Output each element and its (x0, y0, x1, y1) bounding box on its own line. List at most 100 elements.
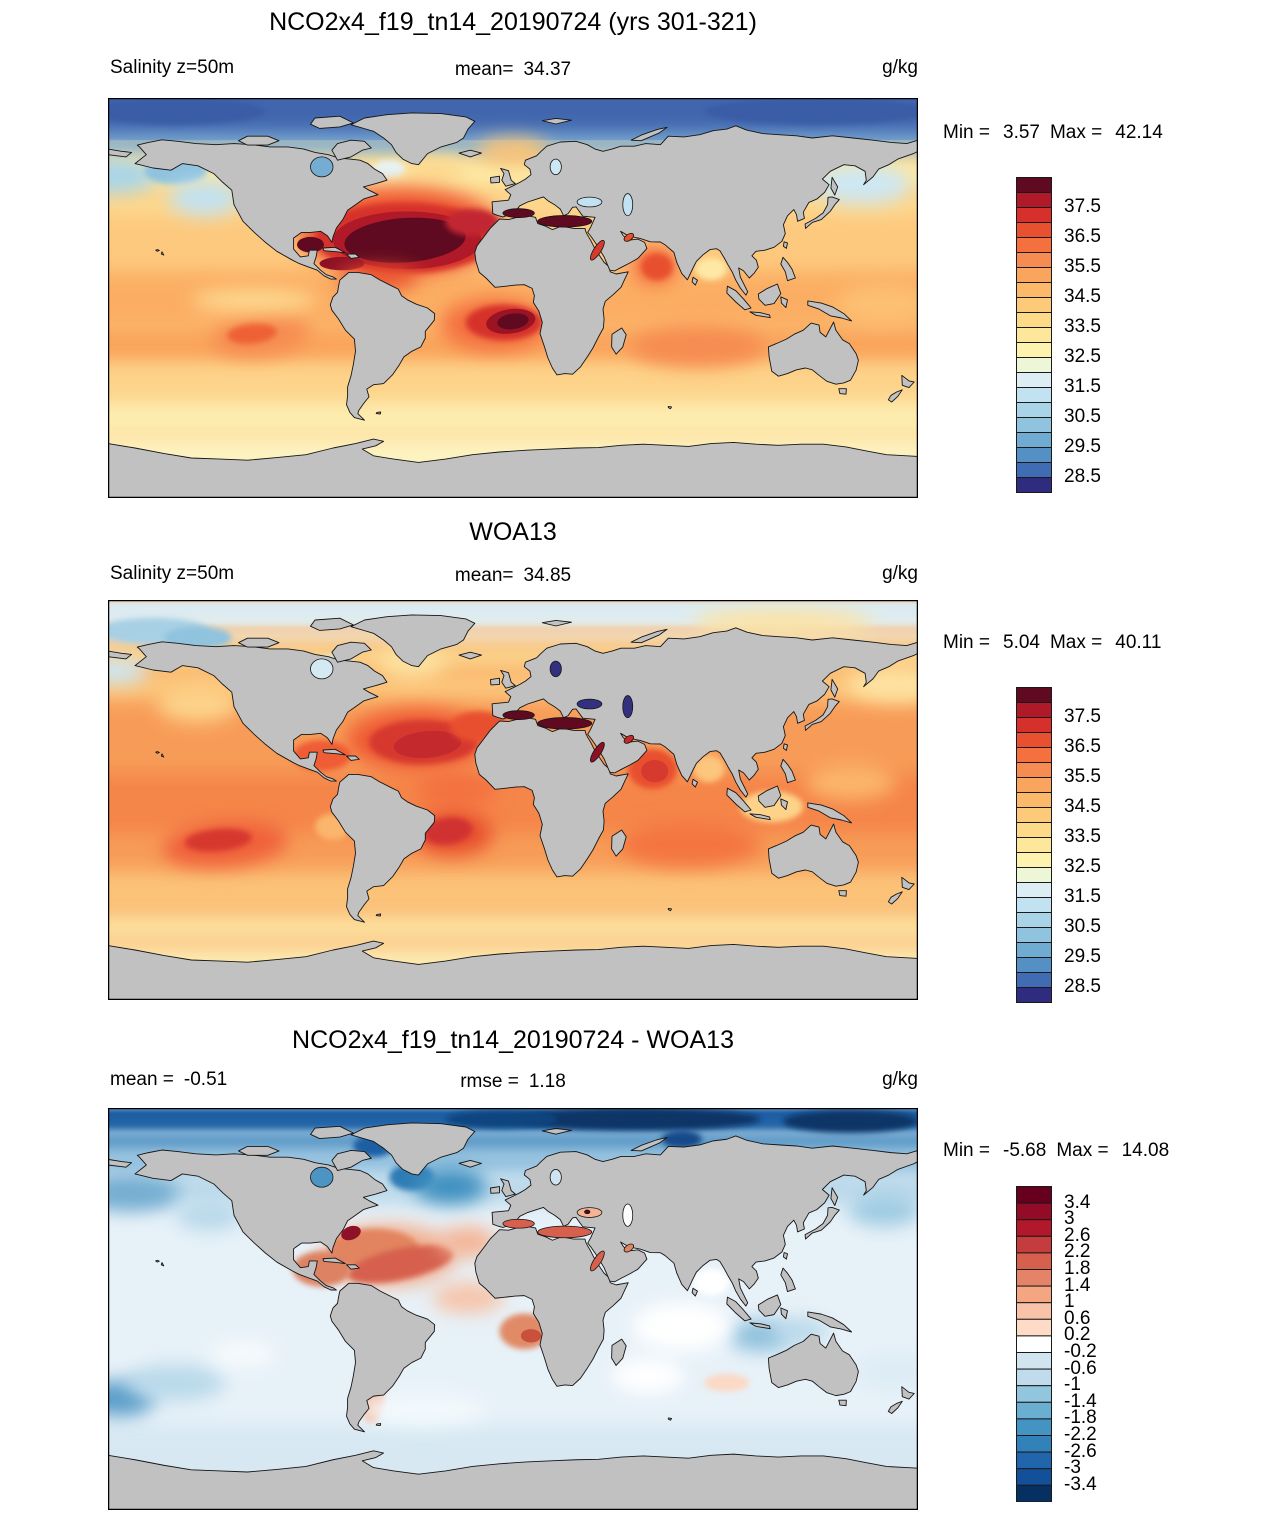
colorbar-cell (1016, 942, 1052, 958)
ocean-feature-blob (632, 1302, 732, 1352)
land-shape (691, 276, 698, 286)
land-shape (901, 876, 915, 891)
panel-diff-units: g/kg (882, 1069, 918, 1090)
land-shape (611, 829, 627, 857)
colorbar-cell (1016, 222, 1052, 238)
colorbar-cell (1016, 297, 1052, 313)
land-shape (667, 1417, 673, 1421)
panel-model-units: g/kg (882, 57, 918, 78)
land-shape (322, 246, 346, 254)
land-shape (108, 148, 133, 158)
colorbar-tick-label: 28.5 (1064, 466, 1101, 487)
panel-woa13-minmax: Min = 5.04 Max = 40.11 (943, 632, 1162, 653)
colorbar-tick-label: 0.2 (1064, 1324, 1091, 1346)
land-shape (500, 167, 516, 187)
ocean-feature-blob (344, 217, 466, 263)
land-shape (807, 300, 853, 322)
land-shape (726, 1296, 752, 1322)
ocean-feature-blob (393, 730, 462, 759)
ocean-feature-blob (641, 253, 673, 281)
land-shape (155, 1259, 160, 1263)
colorbar-tick-label: 33.5 (1064, 316, 1101, 337)
colorbar-cell (1016, 717, 1052, 733)
land-shape (767, 1332, 859, 1397)
colorbar-cell (1016, 1435, 1052, 1453)
colorbar-tick-label: 35.5 (1064, 256, 1101, 277)
colorbar-tick-label: -1.4 (1064, 1390, 1097, 1412)
panel-diff-title: NCO2x4_f19_tn14_20190724 - WOA13 (292, 1026, 734, 1054)
inland-sea (576, 196, 603, 208)
colorbar-tick-label: 37.5 (1064, 196, 1101, 217)
land-shape (346, 253, 360, 259)
colorbar-diff: 3.4 3 2.6 2.2 1.8 1.4 1 0.6 0.2 -0.2 -0.6 -1 -1.4 -1.… (1016, 1186, 1246, 1507)
colorbar-cell (1016, 987, 1052, 1003)
colorbar-cell (1016, 1202, 1052, 1221)
ocean-feature-blob (414, 1168, 486, 1205)
colorbar-cell (1016, 957, 1052, 973)
colorbar-tick-label: -3.4 (1064, 1473, 1097, 1495)
panel-diff-mean: mean = -0.51 (110, 1069, 228, 1090)
ocean-feature-blob (834, 284, 918, 325)
map-frame (108, 600, 918, 1000)
ocean-feature-blob (693, 755, 725, 783)
map-woa13 (108, 600, 918, 1000)
inland-sea (622, 1203, 634, 1227)
land-shape (691, 778, 698, 788)
inland-sea (537, 1225, 593, 1239)
land-shape (322, 748, 346, 756)
land-shape (667, 405, 673, 410)
inland-sea (622, 193, 634, 217)
ocean-feature-blob (175, 1199, 243, 1231)
land-shape (830, 176, 839, 196)
colorbar-cell (1016, 927, 1052, 943)
ocean-feature-blob (805, 764, 896, 800)
colorbar-cell (1016, 687, 1052, 703)
ocean-feature-blob (630, 326, 765, 367)
land-shape (458, 1160, 482, 1168)
ocean-feature-blob (126, 1364, 225, 1401)
land-shape (767, 823, 859, 887)
land-shape (901, 1386, 915, 1400)
land-shape (310, 617, 354, 631)
panel-woa13-units: g/kg (882, 563, 918, 584)
ocean-band (108, 400, 918, 436)
colorbar-cell (1016, 462, 1052, 478)
land-shape (804, 1206, 840, 1240)
colorbar-tick-label: 1.8 (1064, 1258, 1091, 1279)
ocean-feature-blob (209, 1340, 277, 1368)
panel-diff-rmse: rmse = 1.18 (460, 1071, 566, 1092)
colorbar-cell (1016, 897, 1052, 913)
land-shape (780, 798, 788, 811)
ocean-feature-blob (347, 1245, 454, 1284)
land-shape (749, 1322, 771, 1330)
landmasses (108, 1122, 918, 1510)
ocean-feature-blob (661, 1130, 702, 1149)
land-shape (160, 753, 165, 758)
land-shape (780, 296, 788, 309)
colorbar-cell (1016, 402, 1052, 418)
land-shape (458, 651, 482, 660)
colorbar-cell (1016, 1484, 1052, 1503)
land-shape (350, 614, 476, 668)
colorbar-tick-label: -3 (1064, 1457, 1081, 1479)
colorbar-cell (1016, 837, 1052, 853)
inland-sea (576, 698, 603, 710)
ocean-feature-blob (612, 1358, 684, 1394)
panel-woa13-mean: mean= 34.85 (454, 565, 572, 586)
colorbar-tick-label: 1.4 (1064, 1274, 1091, 1296)
colorbar-cell (1016, 372, 1052, 388)
ocean-feature-blob (319, 256, 365, 271)
land-shape (331, 641, 372, 663)
colorbar-tick-label: 36.5 (1064, 736, 1101, 757)
colorbar-tick-label: 1 (1064, 1291, 1075, 1313)
inland-sea (502, 1218, 535, 1229)
land-shape (474, 215, 629, 376)
colorbar-tick-label: -2.6 (1064, 1440, 1097, 1462)
land-shape (749, 813, 771, 821)
land-shape (155, 751, 160, 754)
colorbar-cell (1016, 207, 1052, 223)
land-shape (838, 1399, 847, 1407)
land-shape (238, 135, 280, 146)
panel-woa13-title: WOA13 (469, 518, 557, 546)
